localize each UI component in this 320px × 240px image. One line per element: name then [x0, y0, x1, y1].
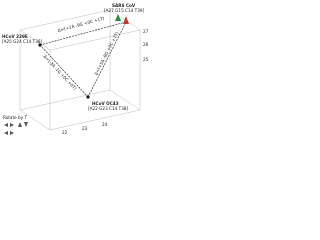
edge-label: Δ=(-3A -1G +0C +0T)	[43, 54, 78, 91]
frame	[19, 9, 141, 131]
frame-line	[19, 89, 111, 111]
rotate-button[interactable]	[18, 122, 22, 127]
rotate-controls[interactable]	[4, 122, 28, 135]
edge-line	[87, 21, 127, 98]
frame-line	[109, 89, 141, 111]
rotate-button[interactable]	[4, 131, 8, 135]
edge-label: Δ=(+2A -9G +0C +1T)	[57, 16, 105, 33]
rotate-button[interactable]	[10, 131, 14, 135]
rotate-label: Rotate by T	[3, 115, 28, 120]
rotate-button[interactable]	[10, 123, 14, 127]
node-composition: [A27 G15 C14 T39]	[104, 8, 145, 13]
node-label: HCoV OC43	[92, 101, 119, 106]
node-composition: [A25 G24 C14 T38]	[2, 39, 43, 44]
axis-tick: 23	[82, 126, 88, 131]
frame-outline	[19, 9, 141, 131]
node-point	[86, 95, 90, 99]
axis-tick: 22	[62, 130, 68, 135]
green-marker	[115, 14, 121, 21]
rotate-button[interactable]	[4, 123, 8, 127]
axis-tick: 26	[143, 42, 149, 47]
axis-tick: 27	[143, 29, 149, 34]
frame-line	[49, 29, 141, 51]
sars-marker	[123, 16, 129, 24]
axis-tick: 24	[102, 122, 108, 127]
edge-line	[39, 44, 89, 98]
node-composition: [A22 G23 C14 T38]	[88, 106, 129, 111]
frame-line	[19, 29, 51, 51]
node-label: HCoV 229E	[2, 34, 28, 39]
rotate-button[interactable]	[24, 122, 28, 127]
diagram: SARS CoV [A27 G15 C14 T39] HCoV 229E [A2…	[2, 3, 149, 135]
node-label: SARS CoV	[112, 3, 136, 8]
node-point	[38, 43, 42, 47]
axis-tick: 25	[143, 57, 149, 62]
